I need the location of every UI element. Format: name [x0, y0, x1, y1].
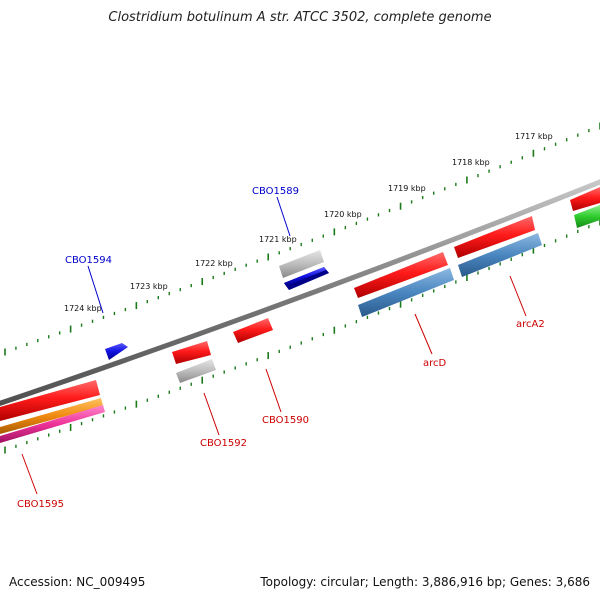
feature-arca2-steelblue[interactable]: [458, 233, 542, 277]
leader-cbo1589: [276, 196, 291, 237]
kbp-label-1723: 1723 kbp: [130, 282, 168, 291]
feature-cbo1595-orange[interactable]: [0, 398, 103, 434]
feature-cbo1592-grey[interactable]: [176, 359, 216, 383]
gene-label-cbo1592[interactable]: CBO1592: [200, 438, 247, 449]
feature-cbo1589[interactable]: [284, 267, 329, 290]
gene-label-cbo1595[interactable]: CBO1595: [17, 499, 64, 510]
leader-cbo1595: [21, 453, 38, 495]
genome-summary-text: Topology: circular; Length: 3,886,916 bp…: [260, 575, 590, 589]
feature-cbo1594[interactable]: [105, 343, 128, 360]
leader-cbo1594: [87, 265, 104, 314]
gene-label-cbo1594[interactable]: CBO1594: [65, 255, 112, 266]
accession-text: Accession: NC_009495: [9, 575, 146, 589]
feature-arcd-steelblue[interactable]: [358, 268, 454, 317]
leader-arca2: [509, 275, 527, 317]
kbp-label-1719: 1719 kbp: [388, 184, 426, 193]
gene-label-arca2[interactable]: arcA2: [516, 319, 545, 330]
outer-scale-ticks: [4, 122, 600, 356]
scale-labels: 1724 kbp 1723 kbp 1722 kbp 1721 kbp 1720…: [64, 132, 553, 313]
gene-label-arcd[interactable]: arcD: [423, 358, 447, 369]
gene-label-cbo1590[interactable]: CBO1590: [262, 415, 309, 426]
kbp-label-1722: 1722 kbp: [195, 259, 233, 268]
gene-labels: CBO1589 CBO1594 arcD arcA2 CBO1590 CBO15…: [17, 186, 545, 510]
label-leader-lines: [21, 196, 527, 495]
feature-arca2-red[interactable]: [454, 216, 535, 258]
kbp-label-1718: 1718 kbp: [452, 158, 490, 167]
kbp-label-1721: 1721 kbp: [259, 235, 297, 244]
leader-cbo1590: [265, 368, 282, 413]
inner-scale-ticks: [4, 218, 600, 454]
feature-right-red[interactable]: [570, 187, 600, 211]
kbp-label-1720: 1720 kbp: [324, 210, 362, 219]
kbp-label-1724: 1724 kbp: [64, 304, 102, 313]
genome-title: Clostridium botulinum A str. ATCC 3502, …: [108, 10, 492, 25]
feature-right-green[interactable]: [574, 205, 600, 228]
feature-arcd-red[interactable]: [354, 252, 448, 298]
kbp-label-1717: 1717 kbp: [515, 132, 553, 141]
feature-cbo1592-red[interactable]: [172, 341, 211, 364]
genome-backbone: [0, 179, 600, 406]
leader-cbo1592: [203, 392, 220, 436]
feature-cbo1595-red[interactable]: [0, 380, 100, 421]
feature-cbo1589-grey[interactable]: [279, 250, 324, 278]
feature-cbo1590-red[interactable]: [233, 318, 273, 343]
gene-label-cbo1589[interactable]: CBO1589: [252, 186, 299, 197]
feature-cbo1595-pink[interactable]: [0, 405, 105, 443]
leader-arcd: [414, 313, 433, 355]
